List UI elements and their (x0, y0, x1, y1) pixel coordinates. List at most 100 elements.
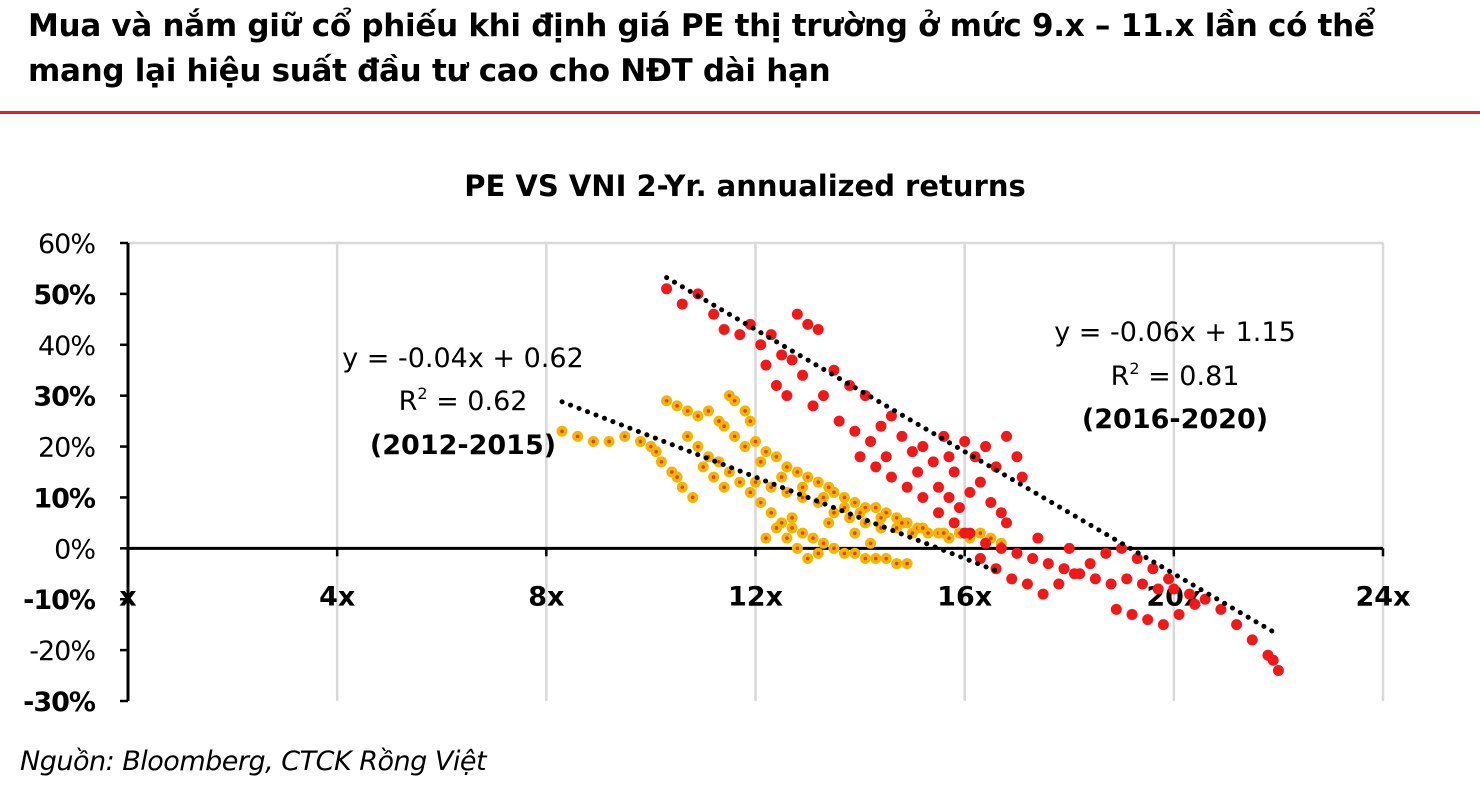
point-2016-2020-99 (760, 359, 772, 371)
x-tick-label-6: 24x (1356, 581, 1411, 612)
point-core-2012-2015-75 (785, 490, 789, 495)
point-2016-2020-23 (885, 410, 897, 422)
point-core-2012-2015-66 (842, 551, 847, 556)
y-tick-label-0: 60% (38, 229, 95, 260)
x-tick-label-2: 8x (528, 581, 564, 612)
point-core-2012-2015-1 (575, 434, 580, 439)
point-core-2012-2015-4 (622, 434, 627, 439)
point-core-2012-2015-20 (727, 393, 732, 398)
point-core-2012-2015-89 (701, 465, 706, 469)
point-2016-2020-0 (661, 283, 673, 295)
point-core-2012-2015-7 (654, 449, 658, 454)
point-2016-2020-49 (933, 507, 945, 519)
point-2016-2020-54 (1011, 547, 1023, 559)
point-core-2012-2015-82 (894, 526, 899, 530)
point-2016-2020-88 (1142, 614, 1154, 626)
point-2016-2020-9 (776, 349, 788, 361)
point-core-2012-2015-91 (722, 485, 726, 490)
point-core-2012-2015-100 (921, 526, 925, 530)
point-2016-2020-12 (802, 318, 814, 330)
point-2016-2020-16 (797, 369, 809, 381)
point-2016-2020-40 (964, 486, 976, 498)
point-2016-2020-72 (1267, 654, 1279, 666)
point-core-2012-2015-54 (717, 460, 721, 464)
point-2016-2020-89 (1157, 619, 1169, 631)
point-2016-2020-92 (959, 527, 971, 539)
point-2016-2020-43 (995, 507, 1007, 519)
point-2016-2020-28 (938, 430, 950, 442)
x-tick-label-4: 16x (937, 581, 992, 612)
point-core-2012-2015-87 (805, 556, 810, 561)
point-core-2012-2015-101 (941, 531, 946, 535)
point-core-2012-2015-58 (758, 500, 763, 505)
point-core-2012-2015-32 (816, 480, 821, 484)
point-core-2012-2015-36 (853, 500, 857, 505)
point-2016-2020-22 (875, 420, 887, 432)
point-2016-2020-26 (917, 441, 929, 453)
r2-2016-2020: R2 = 0.81 (1111, 359, 1240, 392)
point-2016-2020-34 (1001, 430, 1012, 442)
point-2016-2020-94 (1032, 532, 1044, 544)
point-core-2012-2015-14 (675, 404, 679, 408)
point-2016-2020-45 (870, 461, 882, 473)
point-core-2012-2015-29 (785, 465, 789, 469)
period-label-2012-2015: (2012-2015) (370, 430, 556, 461)
point-2016-2020-80 (1084, 558, 1096, 570)
point-2016-2020-85 (1163, 573, 1175, 585)
point-core-2012-2015-105 (853, 531, 857, 535)
point-core-2012-2015-74 (769, 485, 773, 490)
point-2016-2020-27 (927, 456, 939, 468)
point-2016-2020-68 (1231, 619, 1243, 631)
point-2016-2020-57 (1058, 563, 1070, 575)
point-2016-2020-86 (1110, 603, 1122, 615)
point-core-2012-2015-10 (675, 475, 679, 479)
point-2016-2020-63 (1152, 583, 1164, 595)
point-core-2012-2015-22 (743, 409, 747, 413)
point-2016-2020-5 (734, 329, 746, 341)
trendlines (559, 275, 1281, 638)
point-core-2012-2015-18 (717, 419, 721, 423)
point-core-2012-2015-15 (685, 409, 690, 413)
point-2016-2020-62 (1136, 578, 1148, 590)
point-core-2012-2015-72 (905, 561, 909, 566)
point-core-2012-2015-56 (738, 480, 742, 484)
point-core-2012-2015-19 (722, 424, 726, 429)
point-2016-2020-84 (1147, 563, 1159, 575)
point-core-2012-2015-90 (711, 475, 716, 479)
point-2016-2020-24 (896, 430, 908, 442)
point-2016-2020-19 (833, 415, 845, 427)
equation-2012-2015: y = -0.04x + 0.62 (342, 343, 584, 374)
point-core-2012-2015-94 (800, 485, 805, 490)
point-core-2012-2015-73 (753, 480, 758, 484)
point-2016-2020-71 (1272, 664, 1284, 676)
point-core-2012-2015-28 (774, 454, 779, 459)
point-core-2012-2015-35 (842, 495, 847, 500)
point-2016-2020-76 (1021, 578, 1033, 590)
point-2016-2020-77 (1037, 588, 1049, 600)
y-tick-label-7: -10% (23, 585, 96, 616)
y-tick-label-1: 50% (33, 280, 96, 311)
point-2016-2020-4 (718, 324, 730, 336)
point-2016-2020-25 (906, 446, 918, 458)
point-2016-2020-39 (953, 502, 965, 514)
point-core-2012-2015-103 (790, 516, 794, 520)
point-core-2012-2015-106 (868, 541, 873, 546)
point-core-2012-2015-83 (910, 531, 915, 535)
point-2016-2020-52 (980, 537, 992, 549)
equation-2016-2020: y = -0.06x + 1.15 (1054, 317, 1296, 348)
point-core-2012-2015-39 (884, 510, 889, 515)
point-core-2012-2015-49 (989, 536, 993, 540)
point-2016-2020-10 (786, 354, 798, 366)
point-core-2012-2015-13 (664, 398, 669, 403)
point-core-2012-2015-52 (696, 444, 700, 449)
point-core-2012-2015-55 (727, 470, 732, 474)
point-2016-2020-44 (854, 451, 866, 463)
y-tick-label-3: 30% (33, 382, 96, 413)
point-core-2012-2015-97 (858, 510, 862, 515)
point-core-2012-2015-23 (748, 419, 753, 423)
point-2016-2020-29 (948, 466, 960, 478)
axes (120, 241, 1385, 703)
point-2016-2020-100 (880, 451, 892, 463)
point-core-2012-2015-70 (884, 556, 889, 561)
y-tick-label-9: -30% (23, 687, 96, 718)
